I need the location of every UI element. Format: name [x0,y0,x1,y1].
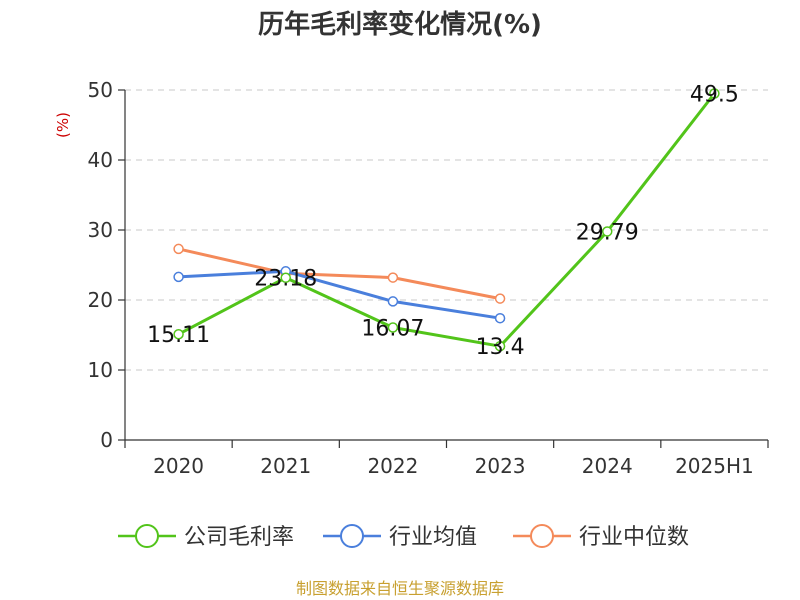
y-tick-label-0: 0 [100,428,113,452]
series-0-point-2 [387,322,399,333]
x-tick-label-2023: 2023 [475,454,526,478]
data-label-1: 23.18 [254,267,317,292]
data-labels: 15.11 23.18 16.07 13.4 29.79 49.5 [147,83,739,361]
series-0-point-4 [602,226,613,237]
series-line-1 [178,269,501,320]
x-tick-label-2025H1: 2025H1 [675,454,754,478]
series-2-point-3 [494,293,506,304]
y-tick-label-50: 50 [88,78,113,102]
series-1-point-3 [494,312,506,324]
legend-marker-0 [135,524,159,548]
series-line-0 [177,92,716,348]
legend-marker-1 [340,524,364,548]
y-tick-label-40: 40 [88,148,113,172]
series-0-point-0 [173,328,184,340]
data-label-4: 29.79 [576,220,639,245]
x-tick-label-2021: 2021 [260,454,311,478]
series-0-point-5 [709,88,720,99]
y-axis-label: (%) [54,112,72,138]
series-0-point-1 [280,272,291,283]
series-2-point-2 [387,272,399,283]
x-tick-label-2022: 2022 [367,454,418,478]
series-1-point-0 [173,271,184,283]
series-1-point-2 [387,296,399,307]
axes [118,89,769,448]
x-tick-label-2024: 2024 [582,454,633,478]
y-tick-labels: 0 10 20 30 40 50 [88,78,113,452]
source-note: 制图数据来自恒生聚源数据库 [296,579,504,598]
data-label-5: 49.5 [690,83,739,108]
x-tick-labels: 2020 2021 2022 2023 2024 2025H1 [153,454,754,478]
legend: 公司毛利率 行业均值 行业中位数 [118,524,689,550]
y-tick-label-30: 30 [88,218,113,242]
y-tick-label-10: 10 [88,358,113,382]
data-label-3: 13.4 [476,335,525,360]
legend-label-0: 公司毛利率 [184,525,294,550]
grid-lines [125,89,768,371]
data-label-2: 16.07 [361,317,424,342]
y-tick-label-20: 20 [88,288,113,312]
legend-label-1: 行业均值 [389,525,477,550]
series-0-point-3 [494,340,506,352]
legend-label-2: 行业中位数 [579,525,689,550]
x-tick-label-2020: 2020 [153,454,204,478]
series-lines [173,88,720,352]
series-2-point-0 [173,243,184,255]
data-label-0: 15.11 [147,323,210,348]
chart-title: 历年毛利率变化情况(%) [258,9,542,40]
legend-marker-2 [530,524,554,548]
series-line-2 [178,247,501,301]
